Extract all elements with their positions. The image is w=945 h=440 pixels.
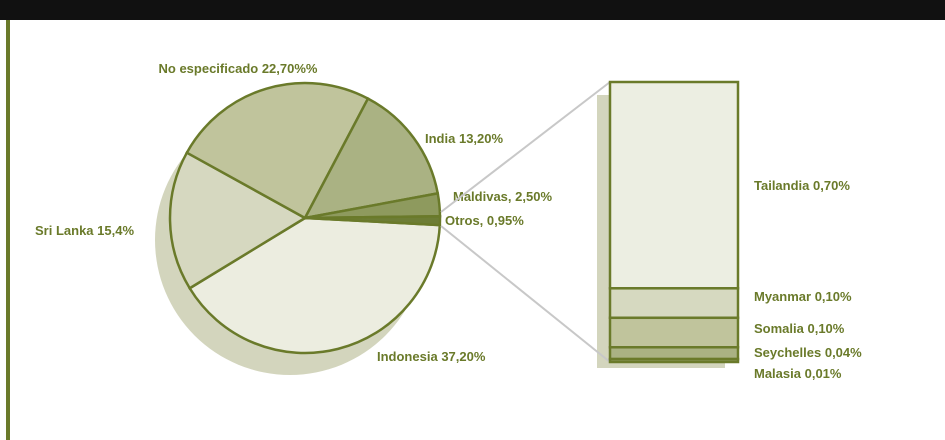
pie-slice — [187, 216, 442, 355]
data-label: Otros, 0,95% — [445, 213, 524, 228]
data-label: India 13,20% — [425, 131, 504, 146]
data-label: Myanmar 0,10% — [754, 289, 852, 304]
data-label: Tailandia 0,70% — [754, 178, 850, 193]
label-value: 15,4% — [97, 223, 134, 238]
data-label: Malasia 0,01% — [754, 366, 842, 381]
pie-slice — [302, 96, 440, 220]
connector — [440, 225, 611, 363]
label-value: 0,04% — [825, 345, 862, 360]
label-name: Seychelles — [754, 345, 821, 360]
label-name: Somalia — [754, 321, 805, 336]
pie-slice — [168, 150, 308, 290]
data-label: Sri Lanka 15,4% — [35, 223, 134, 238]
data-label: No especificado 22,70%% — [159, 61, 318, 76]
label-name: Myanmar — [754, 289, 811, 304]
label-value: 0,10% — [807, 321, 844, 336]
label-value: 0,95% — [487, 213, 524, 228]
pie-slice — [304, 215, 442, 227]
bar-segment — [608, 346, 740, 361]
label-name: No especificado — [159, 61, 259, 76]
connector — [440, 81, 611, 213]
data-label: Maldivas, 2,50% — [453, 189, 552, 204]
bar-segment — [608, 357, 740, 364]
header-bar — [0, 0, 945, 20]
label-name: Otros, — [445, 213, 483, 228]
label-name: India — [425, 131, 456, 146]
label-name: Malasia — [754, 366, 802, 381]
label-name: Indonesia — [377, 349, 438, 364]
label-value: 22,70%% — [262, 61, 318, 76]
label-value: 13,20% — [459, 131, 504, 146]
label-value: 0,01% — [805, 366, 842, 381]
label-name: Maldivas, — [453, 189, 512, 204]
label-value: 0,70% — [813, 178, 850, 193]
left-border — [6, 20, 10, 440]
data-label: Somalia 0,10% — [754, 321, 845, 336]
label-name: Tailandia — [754, 178, 810, 193]
bar-segment — [608, 316, 740, 349]
label-name: Sri Lanka — [35, 223, 94, 238]
bar-segment — [608, 287, 740, 320]
data-label: Indonesia 37,20% — [377, 349, 486, 364]
label-value: 2,50% — [515, 189, 552, 204]
bar-segment — [608, 80, 740, 290]
label-value: 0,10% — [815, 289, 852, 304]
label-value: 37,20% — [441, 349, 486, 364]
data-label: Seychelles 0,04% — [754, 345, 862, 360]
